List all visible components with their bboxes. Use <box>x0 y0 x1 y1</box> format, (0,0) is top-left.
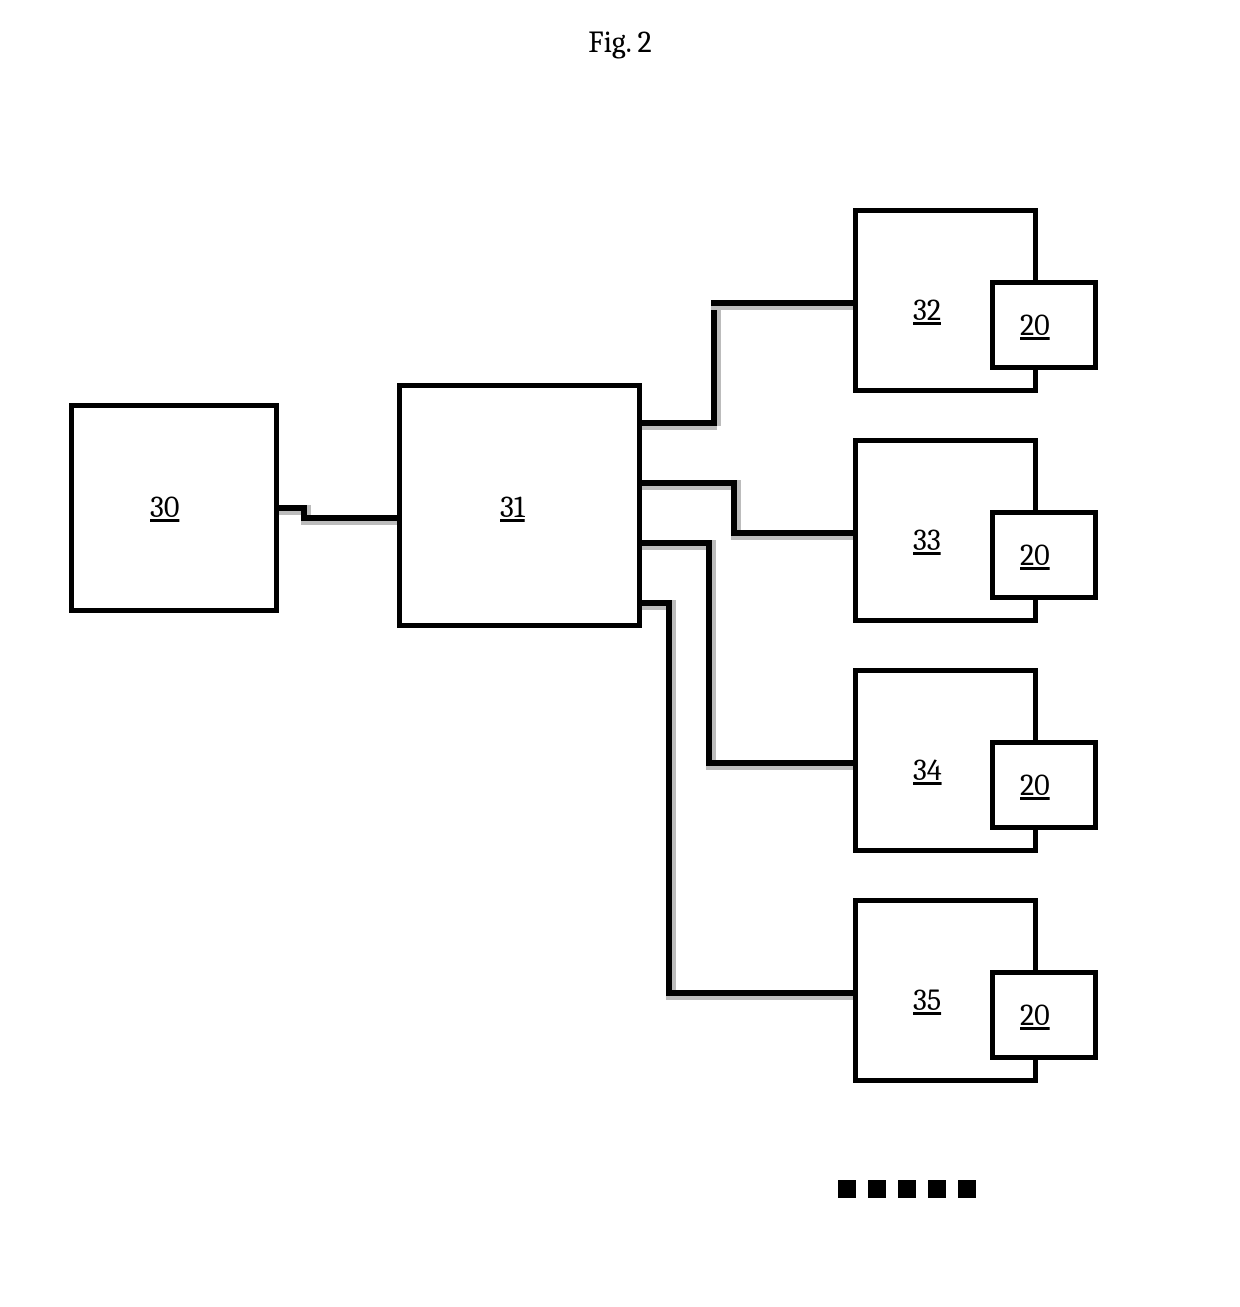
dot <box>838 1180 856 1198</box>
connector <box>731 530 853 536</box>
dot <box>898 1180 916 1198</box>
dot <box>958 1180 976 1198</box>
connector <box>711 300 853 306</box>
dot <box>868 1180 886 1198</box>
node-label-33: 33 <box>913 523 941 558</box>
node-label-31: 31 <box>500 490 525 525</box>
connector <box>642 420 717 426</box>
connector <box>301 515 397 521</box>
figure-canvas: Fig. 2 30 31 32 20 33 20 34 20 35 20 <box>0 0 1240 1307</box>
connector <box>642 540 712 546</box>
connector <box>666 990 853 996</box>
connector <box>642 480 737 486</box>
node-label-32: 32 <box>913 293 941 328</box>
sub-label-35: 20 <box>1020 998 1050 1033</box>
connector <box>706 760 853 766</box>
figure-title: Fig. 2 <box>0 25 1240 60</box>
sub-label-32: 20 <box>1020 308 1050 343</box>
continuation-dots <box>838 1180 988 1202</box>
connector <box>711 300 717 426</box>
dot <box>928 1180 946 1198</box>
node-label-35: 35 <box>913 983 941 1018</box>
sub-label-34: 20 <box>1020 768 1050 803</box>
connector <box>731 480 737 535</box>
connector <box>706 540 712 765</box>
node-label-34: 34 <box>913 753 942 788</box>
node-label-30: 30 <box>150 490 179 525</box>
sub-label-33: 20 <box>1020 538 1050 573</box>
connector <box>666 600 672 995</box>
